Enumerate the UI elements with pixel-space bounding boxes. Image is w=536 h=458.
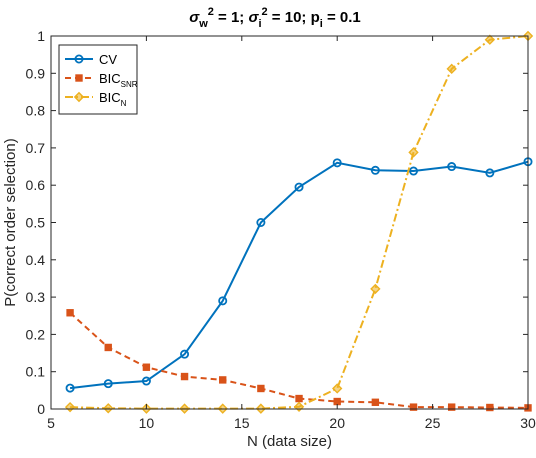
- legend-item-1: BICSNR: [65, 71, 138, 89]
- y-axis-label: P(correct order selection): [2, 138, 19, 306]
- chart-title-text: σw2 = 1; σi2 = 10; pi = 0.1: [189, 6, 361, 30]
- y-tick-label: 0.4: [26, 252, 46, 268]
- data-point: [332, 383, 343, 394]
- y-tick-label: 0.6: [26, 177, 46, 193]
- data-point: [446, 63, 457, 75]
- data-point: [408, 147, 419, 158]
- y-tick-label: 0.2: [26, 326, 46, 342]
- y-tick-label: 1: [37, 28, 45, 44]
- data-point: [142, 363, 151, 371]
- legend-item-2: BICN: [65, 90, 127, 108]
- data-point: [141, 376, 151, 386]
- data-point: [66, 309, 74, 317]
- series-0: [65, 157, 533, 393]
- data-point: [180, 372, 189, 381]
- y-tick-label: 0: [37, 401, 45, 417]
- x-tick-label: 5: [47, 415, 55, 431]
- legend-label: BICN: [99, 90, 127, 108]
- x-tick-label: 10: [139, 415, 155, 431]
- y-tick-label: 0.3: [26, 289, 46, 305]
- x-tick-label: 15: [234, 415, 250, 431]
- y-tick-label: 0.9: [26, 65, 46, 81]
- y-tick-label: 0.5: [26, 215, 46, 231]
- legend-label: CV: [99, 52, 117, 67]
- data-point: [484, 34, 496, 45]
- legend-marker: [74, 54, 84, 64]
- data-point: [65, 383, 75, 393]
- data-point: [371, 398, 380, 406]
- y-tick-label: 0.1: [26, 364, 46, 380]
- x-tick-label: 25: [425, 415, 441, 431]
- data-point: [370, 165, 380, 175]
- data-point: [294, 182, 304, 192]
- data-point: [256, 217, 266, 227]
- legend-item-0: CV: [65, 52, 117, 67]
- data-point: [180, 349, 190, 359]
- tick-labels: 5 10 15 20 25 30 0 0.1 0.2 0.3 0.4 0.5 0.6 0.7 0.8 0.9 1: [26, 28, 536, 431]
- data-point: [370, 283, 381, 295]
- data-point: [218, 296, 228, 306]
- data-point: [486, 403, 494, 412]
- legend-marker: [73, 91, 85, 103]
- y-tick-label: 0.8: [26, 103, 46, 119]
- data-point: [333, 397, 341, 406]
- data-point: [447, 403, 456, 411]
- data-point: [257, 384, 265, 393]
- data-point: [332, 158, 342, 168]
- data-point: [103, 403, 114, 414]
- data-point: [219, 376, 227, 384]
- x-axis-label: N (data size): [247, 433, 332, 450]
- data-point: [295, 394, 303, 403]
- series-line-0: [69, 160, 529, 390]
- x-tick-label: 20: [329, 415, 345, 431]
- y-tick-label: 0.7: [26, 140, 46, 156]
- legend-marker: [75, 74, 83, 82]
- data-point: [485, 168, 495, 178]
- legend-box: [58, 44, 138, 115]
- data-point: [104, 343, 112, 352]
- data-point: [103, 379, 113, 389]
- data-point: [447, 162, 457, 172]
- data-point: [409, 403, 418, 411]
- series-1: [66, 309, 532, 412]
- chart-title: σw2 = 1; σi2 = 10; pi = 0.1: [189, 6, 361, 30]
- axes: [50, 35, 529, 410]
- x-tick-label: 30: [520, 415, 536, 431]
- legend-label: BICSNR: [99, 71, 138, 89]
- data-point: [409, 166, 419, 176]
